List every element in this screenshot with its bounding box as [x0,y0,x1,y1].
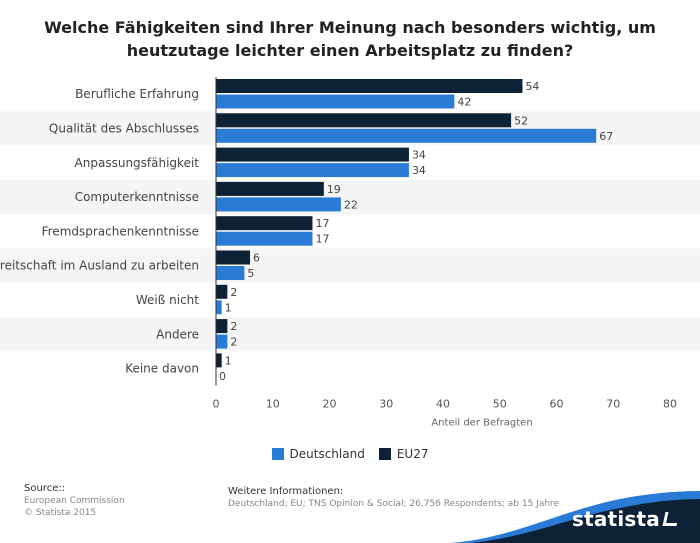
bar-value-label: 19 [327,183,341,196]
category-band [0,248,700,283]
info-text: Deutschland; EU; TNS Opinion & Social; 2… [228,499,560,509]
bar-value-label: 0 [219,370,226,383]
bar-value-label: 2 [230,336,237,349]
bar-value-label: 67 [599,130,613,143]
category-band [0,317,700,352]
x-tick-label: 60 [550,398,564,411]
x-tick-label: 0 [213,398,220,411]
bar-value-label: 2 [230,320,237,333]
bar [216,353,222,368]
info-block: Weitere Informationen: Deutschland; EU; … [228,485,559,511]
footer-wave [450,491,700,543]
x-tick-label: 40 [436,398,450,411]
bar-value-label: 2 [230,286,237,299]
category-label: Qualität des Abschlusses [49,121,199,135]
brand-wordmark: statista [572,507,660,531]
bar [216,250,251,265]
bar-value-label: 54 [525,80,539,93]
source-name: European Commission [24,496,125,506]
chart-title: Welche Fähigkeiten sind Ihrer Meinung na… [44,18,656,60]
bar [216,197,341,212]
category-label: Berufliche Erfahrung [75,87,199,101]
source-block: Source:: European Commission © Statista … [24,483,125,519]
bar [216,79,523,93]
x-axis-ticks: 0 10 20 30 40 50 60 70 80 [213,398,678,411]
info-heading: Weitere Informationen: [228,486,344,497]
bar-value-label: 34 [412,164,426,177]
category-labels: Berufliche Erfahrung Qualität des Abschlu… [0,87,199,375]
bar [216,94,455,109]
x-axis-title: Anteil der Befragten [431,418,532,429]
category-label: Andere [156,327,199,341]
category-label: Bereitschaft im Ausland zu arbeiten [0,259,199,273]
bar [216,266,245,280]
bar-value-label: 5 [247,267,254,280]
bar-group [216,79,597,368]
wave-base [470,499,700,543]
category-label: Anpassungsfähigkeit [75,156,200,170]
legend-label: EU27 [396,447,429,461]
bar [216,284,228,299]
legend-swatch [378,448,391,460]
bar-chart: Berufliche Erfahrung Qualität des Abschlu… [0,77,700,429]
brand-mark-icon [662,512,680,526]
bar [216,147,409,162]
category-band [0,282,700,318]
bar-value-label: 17 [315,233,329,246]
x-tick-label: 20 [323,398,337,411]
bar [216,113,512,128]
bar-value-label: 6 [253,252,260,265]
bar-value-label: 1 [225,301,232,314]
legend-label: Deutschland [289,447,365,461]
bar [216,334,228,349]
x-tick-label: 30 [379,398,393,411]
category-band [0,351,700,386]
category-label: Fremdsprachenkenntnisse [42,224,199,238]
bar [216,181,324,196]
bar-value-label: 22 [344,198,358,211]
legend-item[interactable]: EU27 [378,447,429,461]
legend: Deutschland EU27 [0,447,700,461]
statista-logo: statista [572,507,680,531]
bar-value-label: 42 [457,96,471,109]
bar-value-label: 1 [225,354,232,367]
category-label: Computerkenntnisse [75,190,199,204]
bar [216,128,597,143]
x-tick-label: 50 [493,398,507,411]
x-tick-label: 10 [266,398,280,411]
source-heading: Source:: [24,483,66,494]
bar-value-label: 52 [514,114,528,127]
x-tick-label: 80 [663,398,677,411]
bar-value-label: 17 [315,217,329,230]
bar [216,231,313,246]
bar [216,319,228,334]
category-band [0,179,700,215]
bar-value-label: 34 [412,149,426,162]
category-label: Weiß nicht [136,293,199,307]
category-label: Keine davon [125,362,199,376]
x-tick-label: 70 [606,398,620,411]
legend-item[interactable]: Deutschland [271,447,365,461]
bar [216,300,222,315]
legend-swatch [271,448,284,460]
bar [216,216,313,231]
copyright: © Statista 2015 [24,508,97,518]
category-band [0,214,700,249]
bar [216,163,409,178]
